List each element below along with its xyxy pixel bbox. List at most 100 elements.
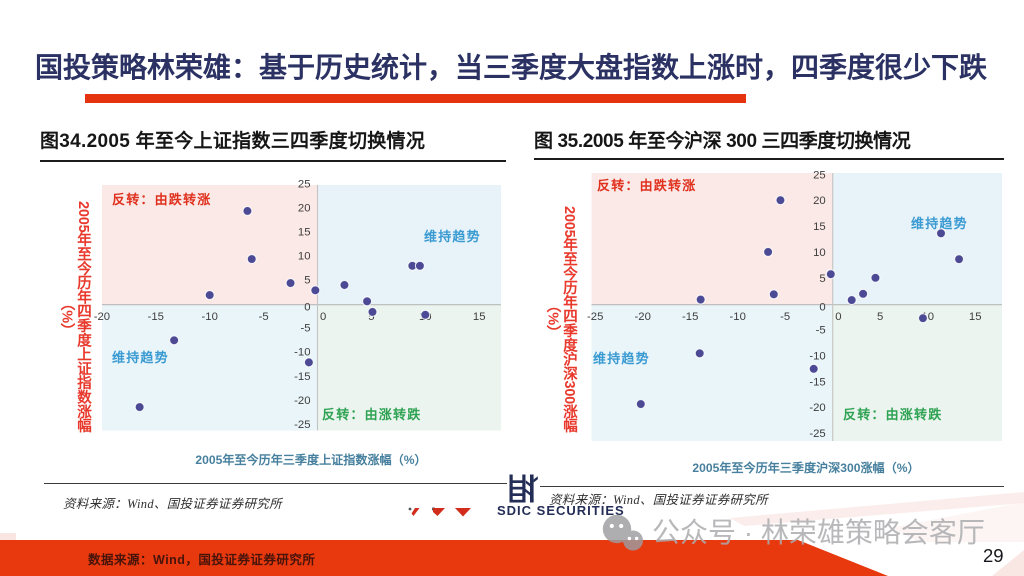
figure2-x-axis-title: 2005年至今历年三季度沪深300涨幅（%） — [692, 461, 920, 475]
data-point — [695, 294, 706, 305]
red-arrows-icon — [408, 507, 471, 517]
quadrant-bottom-right — [832, 304, 1002, 441]
sdic-logo-mark — [509, 474, 538, 503]
y-tick-label: 5 — [819, 273, 825, 285]
x-tick-label: 5 — [877, 311, 883, 323]
y-axis-title-line: （%） — [58, 296, 75, 338]
figure1-x-axis-title: 2005年至今历年三季度上证指数涨幅（%） — [195, 453, 427, 467]
x-tick-label: -25 — [587, 311, 603, 323]
sdic-logo-text: SDIC SECURITIES — [497, 503, 625, 518]
figure2-source-divider — [540, 486, 1004, 488]
data-point — [339, 279, 350, 291]
quadrant-label-bottom-right: 反转：由涨转跌 — [843, 407, 942, 422]
wechat-icon — [602, 514, 643, 551]
data-point — [858, 288, 869, 299]
data-point — [285, 278, 296, 289]
figure2-title-underline — [534, 158, 1004, 160]
data-point — [246, 253, 257, 265]
data-point — [808, 363, 819, 374]
data-point — [414, 260, 425, 271]
y-axis-title-line: 2005年至今历年四季度沪深300涨幅 — [561, 205, 577, 433]
x-tick-label: 15 — [473, 311, 486, 323]
data-point — [169, 335, 180, 346]
figure1-source-note: 资料来源：Wind、国投证券证券研究所 — [63, 497, 282, 511]
y-tick-label: 25 — [813, 169, 826, 181]
data-point — [870, 272, 881, 283]
x-tick-label: 0 — [320, 311, 326, 323]
y-tick-label: 20 — [813, 195, 826, 207]
figure2-y-axis-title: 2005年至今历年四季度沪深300涨幅 （%） — [544, 190, 578, 448]
quadrant-bottom-left — [591, 304, 833, 441]
y-tick-label: 10 — [298, 251, 311, 263]
data-point — [134, 402, 145, 413]
data-point — [635, 398, 646, 410]
y-tick-label: 25 — [298, 179, 311, 191]
x-tick-label: -10 — [730, 311, 746, 323]
y-tick-label: -15 — [294, 371, 310, 383]
data-point — [303, 357, 314, 368]
quadrant-top-right — [832, 173, 1002, 305]
data-point — [367, 306, 378, 317]
data-point — [362, 296, 373, 307]
quadrant-top-left — [102, 185, 318, 305]
x-tick-label: -15 — [148, 311, 164, 323]
y-tick-label: -20 — [809, 402, 825, 414]
data-point — [420, 309, 431, 320]
quadrant-bottom-left — [102, 304, 318, 431]
data-point — [935, 228, 947, 239]
x-tick-label: -20 — [94, 311, 110, 323]
slide-title: 国投策略林荣雄：基于历史统计，当三季度大盘指数上涨时，四季度很少下跌 — [35, 52, 988, 83]
data-point — [917, 313, 929, 324]
y-tick-label: -10 — [809, 350, 825, 362]
x-tick-label: 15 — [969, 311, 982, 323]
data-point — [825, 269, 836, 280]
y-tick-label: -20 — [294, 395, 310, 407]
quadrant-label-top-right: 维持趋势 — [911, 216, 968, 231]
figure1-title: 图34.2005 年至今上证指数三四季度切换情况 — [40, 131, 426, 152]
quadrant-label-bottom-right: 反转：由涨转跌 — [322, 407, 421, 422]
figure2-source-note: 资料来源：Wind、国投证券证券研究所 — [549, 493, 768, 507]
y-axis-title-line: （%） — [544, 298, 561, 340]
data-point — [310, 285, 321, 296]
y-tick-label: -25 — [809, 428, 825, 440]
footer-datasource: 数据来源：Wind，国投证券证券研究所 — [88, 553, 316, 567]
y-tick-label: 0 — [819, 302, 825, 314]
data-point — [242, 205, 253, 217]
data-point — [846, 294, 857, 306]
quadrant-label-top-left: 反转：由跌转涨 — [112, 192, 211, 207]
x-tick-label: -15 — [682, 311, 698, 323]
footer-pink-decoration — [0, 492, 1024, 576]
quadrant-label-top-left: 反转：由跌转涨 — [597, 178, 696, 193]
quadrant-bottom-right — [317, 304, 501, 431]
figure1-y-axis-title: 2005年至今历年四季度上证指数涨幅 （%） — [58, 192, 92, 442]
y-tick-label: -5 — [816, 325, 826, 337]
data-point — [694, 348, 705, 359]
quadrant-label-bottom-left: 维持趋势 — [112, 350, 169, 365]
x-tick-label: -20 — [635, 311, 651, 323]
y-tick-label: -10 — [294, 347, 310, 359]
y-tick-label: -25 — [294, 419, 310, 431]
figure2-title: 图 35.2005 年至今沪深 300 三四季度切换情况 — [534, 131, 911, 152]
data-point — [763, 246, 774, 257]
y-tick-label: 20 — [298, 203, 311, 215]
x-tick-label: -5 — [780, 311, 790, 323]
x-tick-label: -5 — [259, 311, 269, 323]
y-axis-title-line: 2005年至今历年四季度上证指数涨幅 — [75, 201, 91, 433]
x-tick-label: 0 — [835, 311, 841, 323]
quadrant-label-top-right: 维持趋势 — [424, 229, 481, 244]
quadrant-top-left — [591, 173, 833, 305]
page-number: 29 — [983, 545, 1004, 566]
data-point — [775, 195, 786, 206]
y-tick-label: -5 — [300, 323, 310, 335]
data-point — [204, 290, 215, 301]
data-point — [768, 289, 779, 300]
quadrant-label-bottom-left: 维持趋势 — [593, 351, 650, 366]
data-point — [953, 254, 965, 265]
figure1-title-underline — [40, 160, 506, 162]
y-tick-label: 15 — [298, 227, 311, 239]
y-tick-label: -15 — [809, 376, 825, 388]
title-underline-bar — [85, 94, 746, 103]
x-tick-label: 5 — [368, 311, 374, 323]
watermark-text: 公众号 · 林荣雄策略会客厅 — [652, 517, 985, 548]
